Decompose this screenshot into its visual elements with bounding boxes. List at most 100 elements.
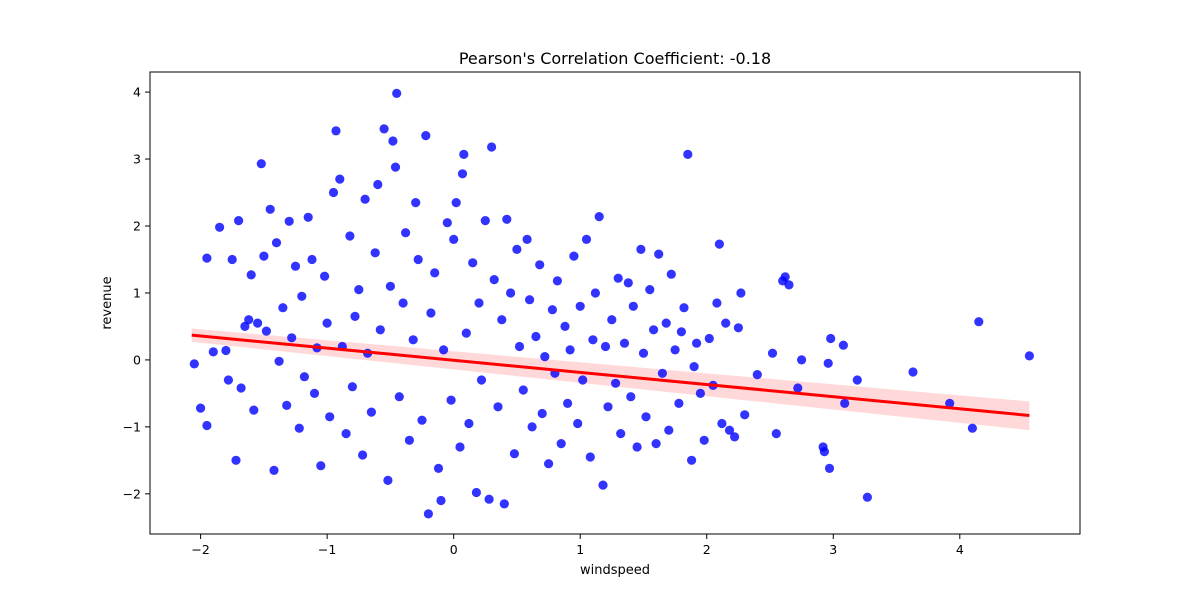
data-point: [383, 475, 393, 485]
data-point: [202, 420, 212, 431]
y-tick-label: 0: [133, 352, 141, 367]
data-point: [819, 447, 830, 457]
data-point: [375, 325, 385, 335]
data-point: [730, 432, 740, 442]
data-point: [294, 423, 304, 433]
data-point: [740, 410, 750, 420]
data-point: [282, 400, 292, 410]
data-point: [712, 298, 722, 308]
data-point: [638, 348, 649, 358]
data-point: [603, 402, 613, 412]
x-tick-label: 2: [703, 542, 711, 557]
data-point: [838, 340, 849, 350]
data-point: [423, 509, 433, 519]
data-point: [535, 260, 545, 270]
data-point: [259, 251, 269, 261]
x-tick-label: 3: [829, 542, 837, 557]
data-point: [227, 254, 237, 265]
data-point: [390, 162, 401, 172]
data-point: [328, 187, 339, 198]
y-tick-label: 3: [133, 152, 141, 167]
data-point: [724, 425, 735, 435]
data-point: [320, 271, 330, 281]
data-point: [585, 452, 595, 462]
data-point: [436, 495, 446, 506]
data-point: [231, 455, 241, 465]
data-point: [474, 298, 484, 308]
data-point: [679, 303, 689, 313]
data-point: [619, 338, 630, 348]
data-point: [366, 407, 376, 417]
x-axis: −2 −1 0 1 2 3 4: [191, 534, 964, 557]
data-point: [657, 368, 668, 378]
y-axis: −2 −1 0 1 2 3 4: [123, 85, 150, 501]
data-point: [666, 269, 676, 279]
data-points: [189, 88, 1034, 519]
data-point: [202, 253, 212, 263]
data-point: [699, 435, 709, 445]
data-point: [547, 305, 558, 315]
data-point: [531, 331, 541, 342]
data-point: [544, 459, 554, 469]
data-point: [581, 234, 592, 244]
y-axis-label: revenue: [100, 276, 115, 329]
data-point: [249, 405, 259, 415]
chart-title: Pearson's Correlation Coefficient: -0.18: [459, 49, 771, 68]
data-point: [695, 388, 706, 398]
data-point: [223, 375, 233, 385]
data-point: [487, 142, 497, 152]
data-point: [484, 494, 494, 504]
data-point: [793, 383, 803, 393]
data-point: [196, 403, 206, 413]
x-axis-label: windspeed: [580, 563, 650, 578]
data-point: [527, 422, 537, 432]
data-point: [290, 261, 301, 271]
data-point: [297, 291, 307, 301]
data-point: [354, 285, 364, 295]
data-point: [676, 327, 687, 337]
data-point: [641, 412, 651, 422]
data-point: [752, 370, 762, 380]
x-tick-label: −1: [318, 542, 336, 557]
data-point: [335, 174, 345, 184]
data-point: [497, 315, 507, 325]
data-point: [628, 301, 638, 311]
data-point: [430, 268, 440, 278]
x-tick-label: 0: [450, 542, 458, 557]
data-point: [623, 278, 633, 288]
data-point: [189, 359, 199, 369]
data-point: [274, 356, 284, 366]
data-point: [540, 352, 550, 362]
data-point: [358, 450, 368, 460]
data-point: [611, 378, 621, 388]
plot-area: [189, 88, 1034, 519]
data-point: [664, 425, 674, 435]
plot-frame: [149, 71, 1081, 535]
data-point: [234, 216, 244, 226]
data-point: [471, 487, 481, 498]
data-point: [480, 216, 490, 226]
data-point: [683, 149, 693, 159]
data-point: [360, 194, 370, 204]
data-point: [271, 238, 282, 248]
data-point: [388, 136, 398, 146]
data-point: [287, 333, 297, 343]
y-tick-label: −1: [123, 419, 141, 434]
data-point: [689, 362, 699, 372]
data-point: [459, 149, 469, 159]
data-point: [457, 169, 468, 179]
data-point: [299, 372, 309, 382]
data-point: [284, 216, 294, 226]
data-point: [309, 388, 320, 398]
data-point: [556, 439, 566, 449]
data-point: [404, 435, 414, 445]
data-point: [261, 326, 271, 336]
data-point: [636, 244, 646, 254]
data-point: [852, 375, 862, 385]
data-point: [442, 218, 452, 228]
data-point: [616, 429, 626, 439]
data-point: [824, 463, 835, 473]
data-point: [449, 234, 459, 244]
regression-line: [191, 333, 1030, 417]
